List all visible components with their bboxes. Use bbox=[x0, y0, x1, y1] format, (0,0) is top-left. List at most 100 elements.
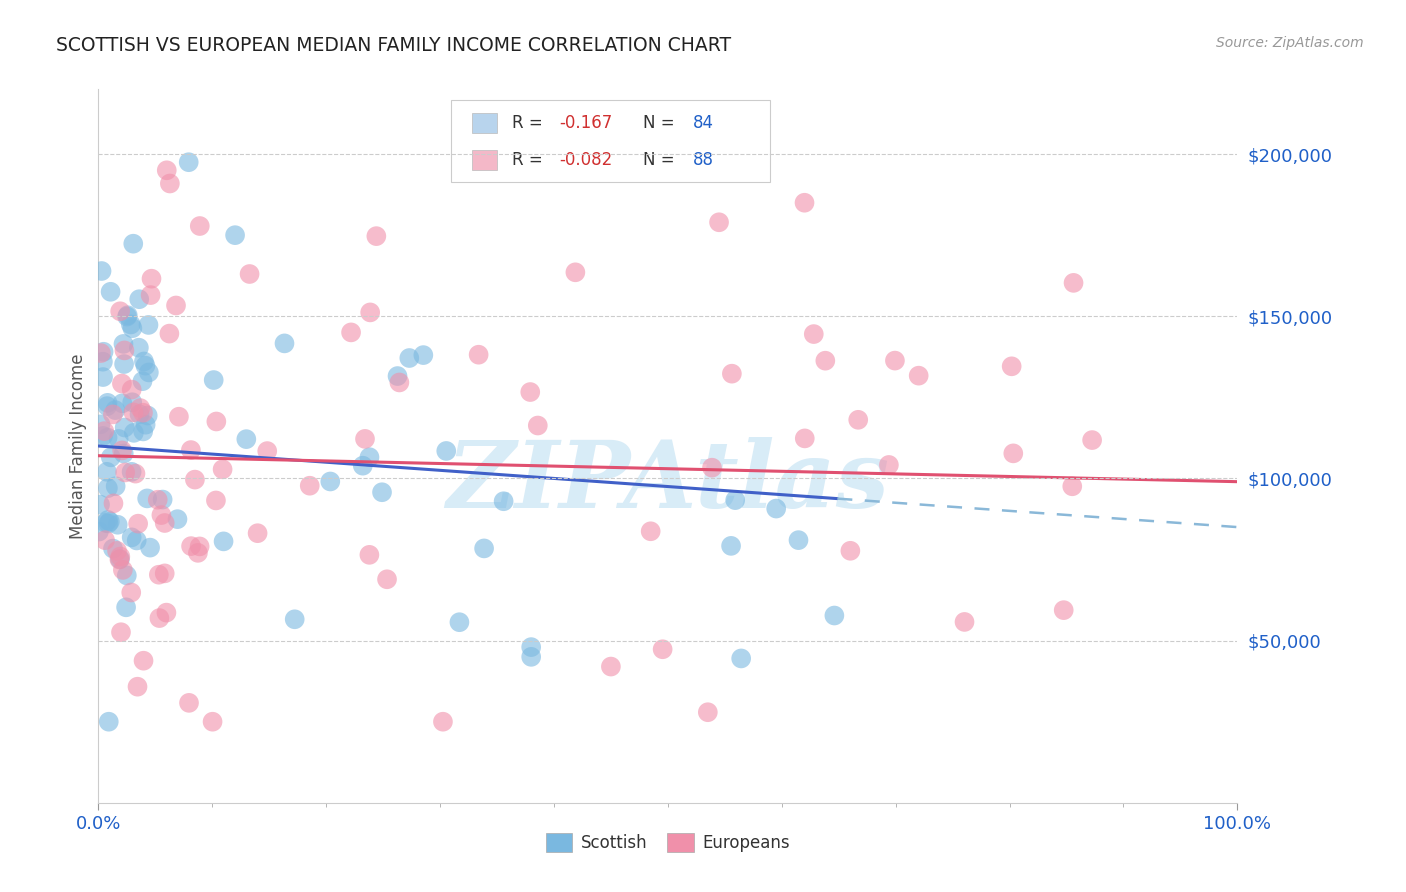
Point bbox=[114, 343, 136, 358]
Point bbox=[132, 354, 155, 368]
Point bbox=[246, 526, 269, 541]
Point bbox=[148, 611, 170, 625]
Point bbox=[134, 359, 156, 373]
Point bbox=[112, 337, 135, 351]
FancyBboxPatch shape bbox=[472, 113, 498, 133]
Point bbox=[188, 219, 211, 233]
Point bbox=[120, 318, 142, 332]
Point bbox=[846, 413, 869, 427]
Point bbox=[1001, 359, 1024, 374]
Point bbox=[97, 714, 120, 729]
FancyBboxPatch shape bbox=[472, 151, 498, 170]
Point bbox=[472, 541, 495, 556]
Point bbox=[201, 714, 224, 729]
Point bbox=[211, 462, 233, 476]
FancyBboxPatch shape bbox=[451, 100, 770, 182]
Point bbox=[112, 357, 135, 371]
Point bbox=[492, 494, 515, 508]
Point bbox=[105, 544, 128, 558]
Point bbox=[432, 714, 454, 729]
Point bbox=[467, 348, 489, 362]
Point bbox=[128, 292, 150, 306]
Point bbox=[953, 615, 976, 629]
Point bbox=[375, 572, 398, 586]
Point bbox=[153, 516, 176, 530]
Point bbox=[803, 327, 825, 342]
Point bbox=[111, 376, 134, 391]
Point bbox=[273, 336, 295, 351]
Point bbox=[520, 649, 543, 664]
Point bbox=[127, 680, 149, 694]
Point bbox=[114, 466, 136, 480]
Point bbox=[700, 460, 723, 475]
Point bbox=[141, 271, 163, 285]
Text: 88: 88 bbox=[693, 152, 714, 169]
Point bbox=[101, 408, 124, 422]
Text: R =: R = bbox=[512, 114, 548, 132]
Point bbox=[89, 498, 111, 512]
Point bbox=[124, 467, 146, 481]
Point bbox=[787, 533, 810, 548]
Point bbox=[651, 642, 673, 657]
Point bbox=[104, 479, 127, 493]
Point bbox=[112, 446, 135, 460]
Point bbox=[91, 370, 114, 384]
Point bbox=[108, 552, 131, 566]
Point bbox=[839, 543, 862, 558]
Point bbox=[823, 608, 845, 623]
Point bbox=[127, 516, 149, 531]
Point bbox=[98, 515, 121, 529]
Point bbox=[359, 548, 381, 562]
Point bbox=[117, 308, 139, 322]
Point bbox=[122, 425, 145, 440]
Point bbox=[707, 215, 730, 229]
Point bbox=[91, 429, 114, 443]
Point bbox=[114, 420, 136, 434]
Point bbox=[94, 516, 117, 530]
Point bbox=[107, 517, 129, 532]
Point bbox=[90, 346, 112, 360]
Point bbox=[89, 417, 111, 432]
Point bbox=[187, 546, 209, 560]
Point bbox=[1002, 446, 1025, 460]
Point bbox=[108, 304, 131, 318]
Point bbox=[1062, 479, 1084, 493]
Point bbox=[138, 318, 160, 332]
Point bbox=[101, 541, 124, 556]
Point bbox=[640, 524, 662, 539]
Point bbox=[519, 385, 541, 400]
Point bbox=[180, 443, 202, 458]
Point bbox=[696, 705, 718, 719]
Point bbox=[96, 396, 118, 410]
Point bbox=[129, 401, 152, 415]
Point bbox=[239, 267, 262, 281]
Point bbox=[146, 492, 169, 507]
Point bbox=[93, 344, 115, 359]
Point bbox=[1081, 433, 1104, 447]
Text: Source: ZipAtlas.com: Source: ZipAtlas.com bbox=[1216, 36, 1364, 50]
Point bbox=[136, 491, 159, 506]
Point bbox=[730, 651, 752, 665]
Point bbox=[132, 425, 155, 439]
Point bbox=[135, 417, 157, 432]
Point bbox=[94, 533, 117, 548]
Point bbox=[1063, 276, 1085, 290]
Text: SCOTTISH VS EUROPEAN MEDIAN FAMILY INCOME CORRELATION CHART: SCOTTISH VS EUROPEAN MEDIAN FAMILY INCOM… bbox=[56, 36, 731, 54]
Legend: Scottish, Europeans: Scottish, Europeans bbox=[538, 827, 797, 859]
Point bbox=[115, 568, 138, 582]
Point bbox=[111, 443, 134, 458]
Point bbox=[132, 406, 155, 420]
Point bbox=[398, 351, 420, 365]
Text: 84: 84 bbox=[693, 114, 714, 132]
Point bbox=[184, 473, 207, 487]
Text: R =: R = bbox=[512, 152, 548, 169]
Point bbox=[97, 516, 120, 531]
Point bbox=[153, 566, 176, 581]
Text: N =: N = bbox=[643, 114, 679, 132]
Point bbox=[256, 444, 278, 458]
Point bbox=[284, 612, 307, 626]
Point bbox=[121, 321, 143, 335]
Point bbox=[371, 485, 394, 500]
Point bbox=[359, 450, 381, 465]
Point bbox=[724, 493, 747, 508]
